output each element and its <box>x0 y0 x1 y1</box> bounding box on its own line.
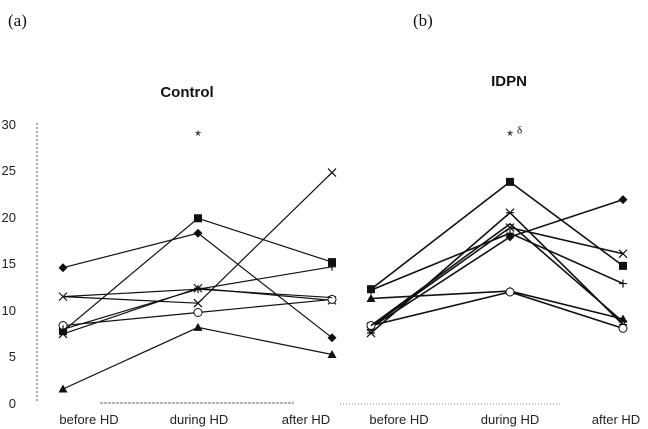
marker-triangle <box>193 322 203 331</box>
triangle-marker <box>366 294 376 303</box>
x-tick-label: before HD <box>369 412 428 427</box>
marker-x <box>327 168 337 177</box>
series-1 <box>58 228 337 343</box>
marker-asterisk <box>58 329 68 339</box>
plot-idpn: * δ <box>366 124 628 338</box>
marker-square <box>619 261 627 270</box>
y-tick-label: 0 <box>9 396 16 411</box>
triangle-marker <box>193 322 203 331</box>
x-axis <box>100 402 560 405</box>
y-tick-label: 5 <box>9 349 16 364</box>
marker-x <box>618 249 628 259</box>
diamond-marker <box>193 228 203 238</box>
significance-marker: * <box>195 127 201 144</box>
plus-marker <box>619 279 627 288</box>
marker-asterisk <box>366 328 376 338</box>
plus-marker <box>328 262 336 271</box>
marker-plus <box>367 286 375 295</box>
diamond-marker <box>327 333 337 343</box>
asterisk-marker <box>366 328 376 338</box>
series-8 <box>62 288 333 299</box>
circle-marker <box>618 323 628 333</box>
x-marker <box>327 168 337 177</box>
marker-circle <box>327 294 337 304</box>
x-marker <box>193 298 203 308</box>
series-line <box>370 226 624 328</box>
series-line <box>370 198 624 329</box>
triangle-marker <box>58 384 68 393</box>
y-tick-labels: 0 5 10 15 20 25 30 <box>2 117 16 411</box>
marker-diamond <box>618 195 628 205</box>
plus-marker <box>59 325 67 334</box>
marker-circle <box>505 287 515 297</box>
series-line <box>370 211 624 334</box>
asterisk-marker <box>505 208 515 218</box>
y-tick-label: 20 <box>2 210 16 225</box>
panel-b-title: IDPN <box>491 73 527 90</box>
square-marker <box>619 261 627 270</box>
significance-superscript: δ <box>517 124 522 136</box>
series-line <box>62 326 333 390</box>
marker-diamond <box>58 263 68 273</box>
x-tick-label: after HD <box>282 412 330 427</box>
marker-diamond <box>193 228 203 238</box>
marker-circle <box>618 323 628 333</box>
plot-control: * <box>58 127 337 393</box>
plus-marker <box>506 229 514 238</box>
marker-triangle <box>58 384 68 393</box>
marker-plus <box>506 229 514 238</box>
square-marker <box>194 214 202 223</box>
marker-x <box>193 298 203 308</box>
series-8 <box>370 222 624 327</box>
marker-diamond <box>327 333 337 343</box>
circle-marker <box>505 287 515 297</box>
x-marker <box>618 249 628 259</box>
series-line <box>62 172 333 304</box>
y-tick-label: 30 <box>2 117 16 132</box>
y-tick-label: 25 <box>2 163 16 178</box>
series-3 <box>58 322 337 393</box>
marker-triangle <box>327 349 337 358</box>
x-tick-label: during HD <box>481 412 540 427</box>
marker-plus <box>619 279 627 288</box>
marker-square <box>328 258 336 267</box>
series-line <box>370 222 624 327</box>
marker-triangle <box>366 294 376 303</box>
series-line <box>62 288 333 299</box>
circle-marker <box>327 294 337 304</box>
significance-marker: * <box>507 127 513 144</box>
square-marker <box>506 177 514 186</box>
x-tick-labels: before HD during HD after HD before HD d… <box>59 412 640 427</box>
diamond-marker <box>618 195 628 205</box>
series-1 <box>366 195 628 332</box>
series-line <box>370 180 624 290</box>
marker-asterisk <box>505 208 515 218</box>
marker-plus <box>328 262 336 271</box>
panel-a-label: (a) <box>8 11 27 30</box>
square-marker <box>328 258 336 267</box>
x-tick-label: before HD <box>59 412 118 427</box>
y-tick-label: 10 <box>2 303 16 318</box>
x-tick-label: during HD <box>170 412 229 427</box>
series-7 <box>367 229 627 295</box>
diamond-marker <box>58 263 68 273</box>
marker-circle <box>193 307 203 317</box>
marker-plus <box>59 325 67 334</box>
marker-square <box>194 214 202 223</box>
panel-b-label: (b) <box>413 11 433 30</box>
y-tick-label: 15 <box>2 256 16 271</box>
series-line <box>370 232 624 291</box>
x-tick-label: after HD <box>592 412 640 427</box>
plus-marker <box>367 286 375 295</box>
marker-square <box>506 177 514 186</box>
circle-marker <box>193 307 203 317</box>
triangle-marker <box>327 349 337 358</box>
panel-a-title: Control <box>160 84 213 101</box>
asterisk-marker <box>58 329 68 339</box>
